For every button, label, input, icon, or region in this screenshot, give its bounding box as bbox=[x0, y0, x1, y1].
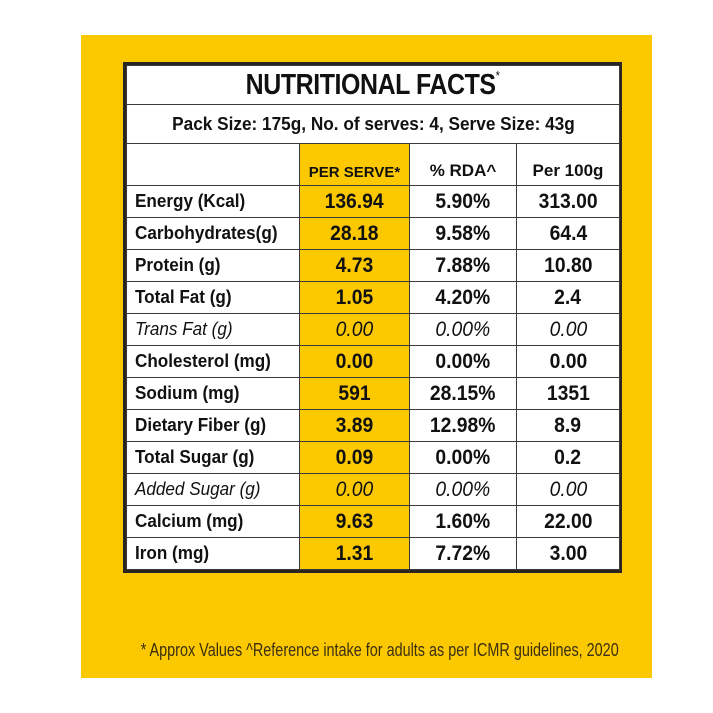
per-100g-value: 10.80 bbox=[516, 249, 620, 282]
per-serve-value: 28.18 bbox=[299, 217, 410, 250]
nutrient-label: Protein (g) bbox=[126, 249, 300, 282]
column-header-per-100g: Per 100g bbox=[516, 143, 620, 186]
rda-value: 0.00% bbox=[409, 441, 517, 474]
per-serve-value: 9.63 bbox=[299, 505, 410, 538]
per-100g-value: 0.00 bbox=[516, 313, 620, 346]
column-header-rda: % RDA^ bbox=[409, 143, 517, 186]
rda-value: 0.00% bbox=[409, 473, 517, 506]
nutrient-label: Trans Fat (g) bbox=[126, 313, 300, 346]
per-100g-value: 2.4 bbox=[516, 281, 620, 314]
table-row: Energy (Kcal) 136.94 5.90% 313.00 bbox=[126, 185, 620, 218]
table-row: Protein (g) 4.73 7.88% 10.80 bbox=[126, 249, 620, 282]
column-header-per-serve: PER SERVE* bbox=[299, 143, 410, 186]
pack-info: Pack Size: 175g, No. of serves: 4, Serve… bbox=[126, 104, 620, 144]
rda-value: 5.90% bbox=[409, 185, 517, 218]
per-serve-value: 0.00 bbox=[299, 313, 410, 346]
title-row: NUTRITIONAL FACTS* bbox=[126, 65, 620, 105]
per-serve-value: 136.94 bbox=[299, 185, 410, 218]
per-100g-value: 0.2 bbox=[516, 441, 620, 474]
per-100g-value: 1351 bbox=[516, 377, 620, 410]
nutrition-table: NUTRITIONAL FACTS* Pack Size: 175g, No. … bbox=[123, 62, 622, 573]
nutrient-label: Energy (Kcal) bbox=[126, 185, 300, 218]
table-row: Total Sugar (g) 0.09 0.00% 0.2 bbox=[126, 441, 620, 474]
nutrient-label: Cholesterol (mg) bbox=[126, 345, 300, 378]
table-row: Trans Fat (g) 0.00 0.00% 0.00 bbox=[126, 313, 620, 346]
table-row: Cholesterol (mg) 0.00 0.00% 0.00 bbox=[126, 345, 620, 378]
nutrient-label: Total Sugar (g) bbox=[126, 441, 300, 474]
table-row: Total Fat (g) 1.05 4.20% 2.4 bbox=[126, 281, 620, 314]
footnote: * Approx Values ^Reference intake for ad… bbox=[140, 640, 619, 660]
per-serve-value: 591 bbox=[299, 377, 410, 410]
column-header-row: PER SERVE* % RDA^ Per 100g bbox=[126, 143, 620, 186]
table-row: Added Sugar (g) 0.00 0.00% 0.00 bbox=[126, 473, 620, 506]
nutrient-label: Added Sugar (g) bbox=[126, 473, 300, 506]
rda-value: 7.72% bbox=[409, 537, 517, 570]
per-serve-value: 1.05 bbox=[299, 281, 410, 314]
per-100g-value: 64.4 bbox=[516, 217, 620, 250]
per-serve-value: 3.89 bbox=[299, 409, 410, 442]
title-asterisk: * bbox=[496, 68, 500, 83]
per-100g-value: 313.00 bbox=[516, 185, 620, 218]
pack-info-row: Pack Size: 175g, No. of serves: 4, Serve… bbox=[126, 104, 620, 144]
per-serve-value: 4.73 bbox=[299, 249, 410, 282]
table-row: Calcium (mg) 9.63 1.60% 22.00 bbox=[126, 505, 620, 538]
rda-value: 7.88% bbox=[409, 249, 517, 282]
per-serve-value: 0.09 bbox=[299, 441, 410, 474]
per-100g-value: 0.00 bbox=[516, 473, 620, 506]
title-text: NUTRITIONAL FACTS bbox=[246, 69, 497, 101]
per-100g-value: 0.00 bbox=[516, 345, 620, 378]
rda-value: 9.58% bbox=[409, 217, 517, 250]
rda-value: 0.00% bbox=[409, 313, 517, 346]
nutrient-label: Total Fat (g) bbox=[126, 281, 300, 314]
nutrient-label: Dietary Fiber (g) bbox=[126, 409, 300, 442]
page-title: NUTRITIONAL FACTS* bbox=[126, 65, 620, 105]
rda-value: 12.98% bbox=[409, 409, 517, 442]
nutrient-label: Sodium (mg) bbox=[126, 377, 300, 410]
per-serve-value: 0.00 bbox=[299, 473, 410, 506]
table-row: Iron (mg) 1.31 7.72% 3.00 bbox=[126, 537, 620, 570]
rda-value: 28.15% bbox=[409, 377, 517, 410]
nutrient-label: Carbohydrates(g) bbox=[126, 217, 300, 250]
nutrient-label: Iron (mg) bbox=[126, 537, 300, 570]
per-serve-value: 0.00 bbox=[299, 345, 410, 378]
per-100g-value: 3.00 bbox=[516, 537, 620, 570]
table-row: Dietary Fiber (g) 3.89 12.98% 8.9 bbox=[126, 409, 620, 442]
rda-value: 4.20% bbox=[409, 281, 517, 314]
per-serve-value: 1.31 bbox=[299, 537, 410, 570]
rda-value: 0.00% bbox=[409, 345, 517, 378]
per-100g-value: 8.9 bbox=[516, 409, 620, 442]
per-100g-value: 22.00 bbox=[516, 505, 620, 538]
table-row: Sodium (mg) 591 28.15% 1351 bbox=[126, 377, 620, 410]
table-row: Carbohydrates(g) 28.18 9.58% 64.4 bbox=[126, 217, 620, 250]
nutrient-label: Calcium (mg) bbox=[126, 505, 300, 538]
column-header-label bbox=[126, 143, 300, 186]
rda-value: 1.60% bbox=[409, 505, 517, 538]
